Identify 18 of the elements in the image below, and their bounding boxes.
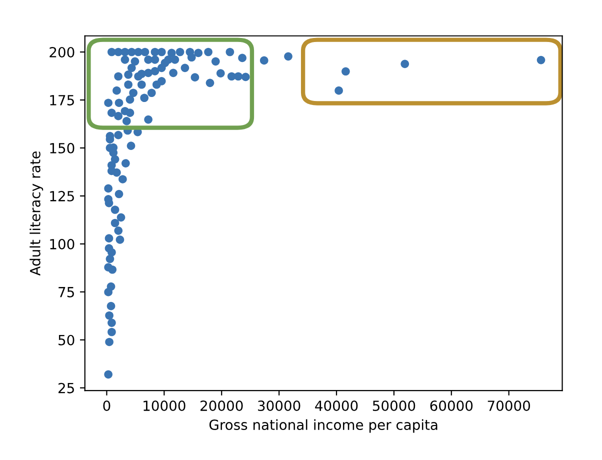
x-axis-title: Gross national income per capita xyxy=(209,419,438,433)
y-tick-label: 150 xyxy=(50,142,74,154)
y-tick-label: 125 xyxy=(50,190,74,202)
y-tick-label: 75 xyxy=(58,287,74,298)
y-tick-label: 175 xyxy=(50,95,74,106)
y-tick-label: 50 xyxy=(58,334,74,346)
y-tick-label: 100 xyxy=(50,238,74,250)
x-tick-label: 10000 xyxy=(144,400,186,412)
x-tick-label: 70000 xyxy=(488,400,530,412)
y-axis-title: Adult literacy rate xyxy=(30,151,44,276)
x-tick-label: 50000 xyxy=(372,400,416,412)
x-tick-label: 20000 xyxy=(200,400,243,412)
x-tick-label: 30000 xyxy=(258,400,300,412)
x-tick-label: 60000 xyxy=(430,400,473,412)
x-tick-label: 0 xyxy=(103,400,110,412)
x-tick-label: 40000 xyxy=(315,400,358,412)
y-tick-label: 25 xyxy=(58,382,74,394)
y-tick-label: 200 xyxy=(50,46,74,58)
